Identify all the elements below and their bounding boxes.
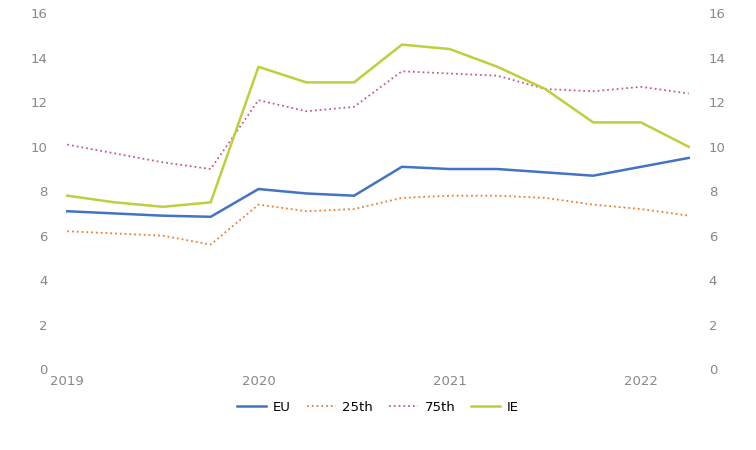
EU bbox=[684, 155, 693, 161]
EU bbox=[302, 191, 311, 196]
Line: 25th: 25th bbox=[67, 196, 689, 245]
IE bbox=[206, 200, 215, 205]
25th bbox=[493, 193, 502, 198]
EU bbox=[637, 164, 646, 170]
IE bbox=[684, 144, 693, 149]
EU bbox=[349, 193, 358, 198]
Legend: EU, 25th, 75th, IE: EU, 25th, 75th, IE bbox=[232, 395, 524, 419]
IE bbox=[63, 193, 72, 198]
Line: IE: IE bbox=[67, 45, 689, 207]
75th bbox=[445, 71, 454, 76]
75th bbox=[541, 86, 550, 92]
EU bbox=[589, 173, 598, 178]
IE bbox=[254, 64, 263, 70]
EU bbox=[63, 208, 72, 214]
IE bbox=[158, 204, 167, 210]
EU bbox=[541, 170, 550, 175]
25th bbox=[445, 193, 454, 198]
75th bbox=[589, 89, 598, 94]
25th bbox=[158, 233, 167, 238]
Line: EU: EU bbox=[67, 158, 689, 217]
EU bbox=[493, 166, 502, 172]
25th bbox=[684, 213, 693, 218]
75th bbox=[398, 68, 407, 74]
EU bbox=[206, 214, 215, 220]
75th bbox=[302, 108, 311, 114]
75th bbox=[684, 91, 693, 96]
25th bbox=[63, 229, 72, 234]
25th bbox=[254, 202, 263, 207]
25th bbox=[589, 202, 598, 207]
IE bbox=[541, 86, 550, 92]
75th bbox=[206, 166, 215, 172]
25th bbox=[206, 242, 215, 248]
75th bbox=[637, 84, 646, 90]
IE bbox=[349, 80, 358, 85]
25th bbox=[349, 206, 358, 212]
EU bbox=[254, 186, 263, 192]
75th bbox=[349, 104, 358, 109]
IE bbox=[637, 120, 646, 125]
IE bbox=[589, 120, 598, 125]
IE bbox=[110, 200, 119, 205]
75th bbox=[110, 151, 119, 156]
IE bbox=[398, 42, 407, 47]
25th bbox=[110, 231, 119, 236]
EU bbox=[158, 213, 167, 218]
25th bbox=[302, 208, 311, 214]
75th bbox=[63, 142, 72, 147]
25th bbox=[637, 206, 646, 212]
25th bbox=[398, 195, 407, 201]
EU bbox=[398, 164, 407, 170]
EU bbox=[445, 166, 454, 172]
EU bbox=[110, 211, 119, 216]
IE bbox=[493, 64, 502, 70]
Line: 75th: 75th bbox=[67, 71, 689, 169]
75th bbox=[493, 73, 502, 78]
IE bbox=[302, 80, 311, 85]
75th bbox=[158, 160, 167, 165]
25th bbox=[541, 195, 550, 201]
IE bbox=[445, 46, 454, 52]
75th bbox=[254, 98, 263, 103]
